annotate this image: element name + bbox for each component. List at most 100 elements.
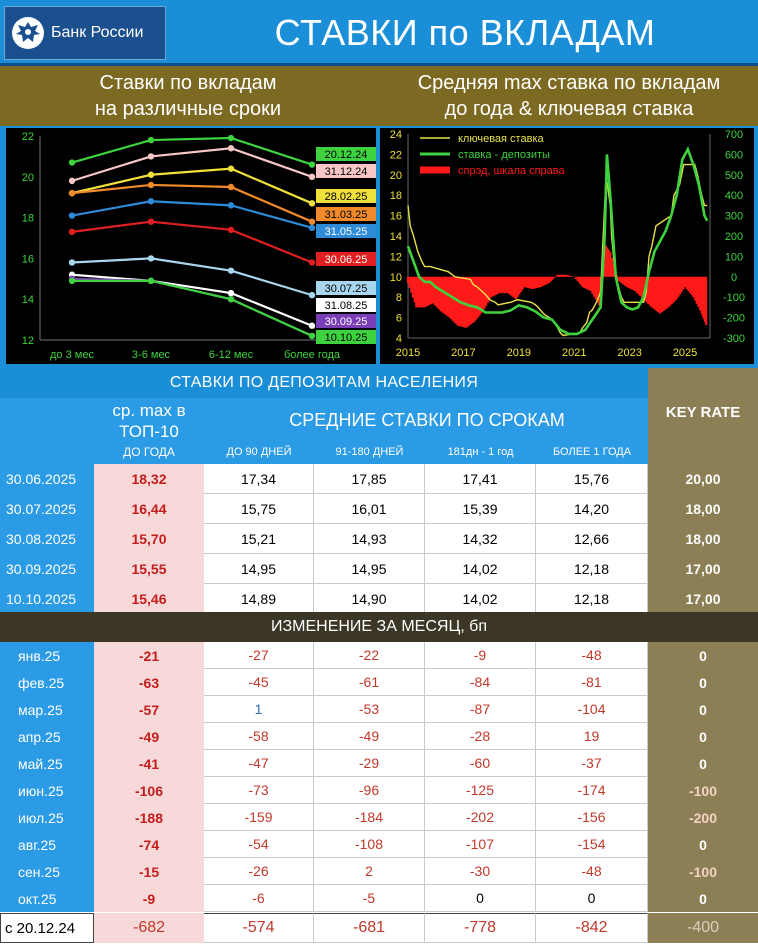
spread-bar bbox=[635, 276, 638, 293]
y-right-tick-label: 500 bbox=[725, 170, 743, 182]
key-rate-change: 0 bbox=[648, 831, 758, 858]
spread-bar bbox=[669, 276, 672, 306]
spread-bar bbox=[692, 276, 695, 298]
table-section-title: СТАВКИ ПО ДЕПОЗИТАМ НАСЕЛЕНИЯ bbox=[0, 368, 648, 398]
data-point bbox=[227, 165, 235, 172]
spread-bar bbox=[627, 276, 630, 288]
term-change-value: -27 bbox=[204, 642, 314, 669]
logo-text: Банк России bbox=[51, 24, 144, 41]
term-change-value: -96 bbox=[314, 777, 425, 804]
data-point bbox=[308, 218, 316, 225]
spread-bar bbox=[466, 276, 469, 327]
x-tick-label: 2021 bbox=[562, 347, 586, 359]
spread-bar bbox=[511, 276, 514, 297]
key-rate-value: 18,00 bbox=[648, 494, 758, 524]
data-point bbox=[68, 259, 76, 266]
term-rate-value: 15,75 bbox=[204, 494, 314, 524]
spread-bar bbox=[488, 276, 491, 301]
spread-bar bbox=[697, 276, 700, 307]
spread-bar bbox=[698, 276, 702, 311]
spread-bar bbox=[551, 276, 554, 280]
spread-bar bbox=[675, 276, 678, 300]
change-row: мар.25 -57 1 -53 -87 -104 0 bbox=[0, 696, 758, 723]
spread-bar bbox=[473, 276, 476, 322]
spread-bar bbox=[506, 276, 509, 294]
term-total-change: -574 bbox=[204, 913, 314, 943]
term-rate-value: 17,34 bbox=[204, 464, 314, 494]
term-change-value: -45 bbox=[204, 669, 314, 696]
spread-bar bbox=[637, 276, 640, 295]
term-change-value: 0 bbox=[425, 885, 536, 912]
spread-bar bbox=[657, 276, 660, 313]
change-month: апр.25 bbox=[0, 723, 94, 750]
spread-bar bbox=[634, 276, 637, 292]
spread-bar bbox=[574, 276, 577, 279]
legend-label: ключевая ставка bbox=[458, 133, 544, 145]
term-change-value: 0 bbox=[536, 885, 648, 912]
spread-bar bbox=[468, 276, 471, 326]
legend-box bbox=[316, 314, 376, 328]
spread-bar bbox=[672, 276, 675, 303]
spread-bar bbox=[465, 276, 468, 328]
term-rates-chart: 12 14 16 18 20 22 до 3 мес 3-6 мес 6-12 мес более… bbox=[6, 128, 376, 364]
key-rate-change: 0 bbox=[648, 885, 758, 912]
spread-bar bbox=[486, 276, 489, 303]
y-right-tick-label: 200 bbox=[725, 231, 743, 243]
data-point bbox=[147, 181, 155, 189]
data-point bbox=[308, 173, 316, 180]
data-point bbox=[68, 189, 76, 197]
data-point bbox=[227, 289, 235, 297]
bank-logo: Банк России bbox=[4, 6, 166, 60]
y-right-tick-label: 400 bbox=[725, 190, 743, 202]
spread-bar bbox=[541, 276, 544, 287]
spread-bar bbox=[588, 276, 591, 291]
data-point bbox=[227, 145, 235, 152]
spread-bar bbox=[632, 276, 635, 291]
spread-bar bbox=[518, 276, 521, 295]
term-change-value: 2 bbox=[314, 858, 425, 885]
term-rate-value: 16,01 bbox=[314, 494, 425, 524]
chart-titles-bar: Ставки по вкладам на различные сроки Сре… bbox=[0, 66, 758, 126]
data-point bbox=[68, 212, 76, 219]
table-row: 30.08.2025 15,70 15,21 14,93 14,32 12,66 18,00 bbox=[0, 524, 758, 554]
top10-header-sub: ДО ГОДА bbox=[123, 445, 175, 459]
series-line bbox=[72, 279, 313, 337]
y-right-tick-label: 300 bbox=[725, 211, 743, 223]
key-rate-change: 0 bbox=[648, 750, 758, 777]
data-point bbox=[68, 228, 76, 236]
row-date: 30.08.2025 bbox=[0, 524, 94, 554]
data-point bbox=[308, 200, 316, 207]
spread-bar bbox=[415, 276, 418, 308]
spread-bar bbox=[490, 276, 493, 298]
table-row: 30.06.2025 18,32 17,34 17,85 17,41 15,76 20,00 bbox=[0, 464, 758, 494]
spread-bar bbox=[690, 276, 693, 296]
change-month: июн.25 bbox=[0, 777, 94, 804]
spread-bar bbox=[531, 276, 534, 290]
spread-bar bbox=[617, 276, 620, 281]
change-row: май.25 -41 -47 -29 -60 -37 0 bbox=[0, 750, 758, 777]
spread-bar bbox=[514, 276, 518, 300]
top10-change: -74 bbox=[94, 831, 204, 858]
legend-box bbox=[316, 164, 376, 178]
left-chart-title-line2: на различные сроки bbox=[94, 98, 282, 120]
spread-bar bbox=[509, 276, 513, 296]
spread-bar bbox=[498, 276, 501, 294]
top10-header: ср. max в ТОП-10 ДО ГОДА bbox=[94, 400, 204, 463]
spread-bar bbox=[426, 276, 430, 306]
spread-bar bbox=[431, 276, 435, 304]
spread-bar bbox=[584, 276, 587, 289]
y-left-tick-label: 10 bbox=[390, 272, 402, 284]
table-row: 10.10.2025 15,46 14,89 14,90 14,02 12,18 17,00 bbox=[0, 584, 758, 614]
top10-change: -41 bbox=[94, 750, 204, 777]
y-tick-label: 18 bbox=[22, 213, 34, 225]
change-month: июл.25 bbox=[0, 804, 94, 831]
change-row: апр.25 -49 -58 -49 -28 19 0 bbox=[0, 723, 758, 750]
spread-bar bbox=[677, 276, 680, 297]
spread-bar bbox=[559, 274, 563, 277]
series-line bbox=[71, 183, 313, 223]
change-row: окт.25 -9 -6 -5 0 0 0 bbox=[0, 885, 758, 912]
spread-bar bbox=[496, 276, 499, 294]
eagle-emblem-icon bbox=[12, 17, 44, 49]
term-change-value: -202 bbox=[425, 804, 536, 831]
term-change-value: -48 bbox=[536, 642, 648, 669]
